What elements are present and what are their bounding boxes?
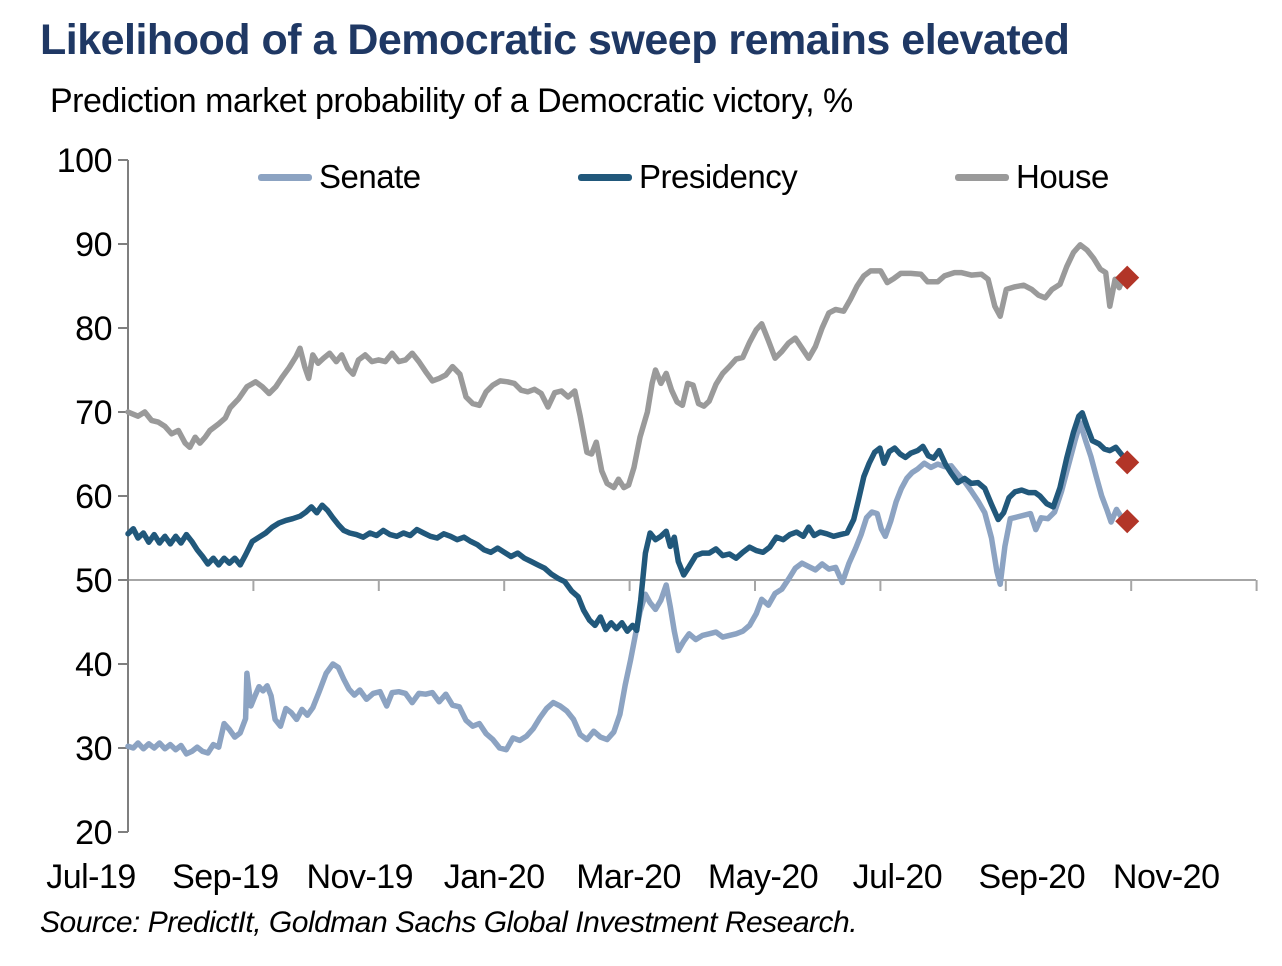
svg-text:40: 40 <box>75 646 112 684</box>
chart-subtitle: Prediction market probability of a Democ… <box>50 82 853 120</box>
endpoint-diamond-house <box>1115 265 1140 290</box>
svg-text:90: 90 <box>75 226 112 264</box>
svg-text:80: 80 <box>75 310 112 348</box>
presidency-line-swatch-icon <box>578 173 632 181</box>
svg-text:50: 50 <box>75 562 112 600</box>
svg-text:Nov-20: Nov-20 <box>1113 858 1220 896</box>
legend-label-presidency: Presidency <box>639 158 798 195</box>
svg-text:Nov-19: Nov-19 <box>306 858 413 896</box>
endpoint-diamond-presidency <box>1115 450 1140 475</box>
house-line-swatch-icon <box>955 173 1009 181</box>
legend-item-senate: Senate <box>258 158 421 196</box>
svg-text:Mar-20: Mar-20 <box>576 858 681 896</box>
endpoint-diamond-senate <box>1115 509 1140 534</box>
svg-text:Sep-19: Sep-19 <box>172 858 279 896</box>
legend-label-senate: Senate <box>319 158 421 195</box>
legend-item-presidency: Presidency <box>578 158 798 196</box>
svg-text:May-20: May-20 <box>708 858 818 896</box>
source-note: Source: PredictIt, Goldman Sachs Global … <box>40 906 858 939</box>
svg-text:Sep-20: Sep-20 <box>978 858 1085 896</box>
svg-text:20: 20 <box>75 814 112 852</box>
senate-line-swatch-icon <box>258 173 312 181</box>
svg-text:100: 100 <box>57 142 112 180</box>
legend-item-house: House <box>955 158 1109 196</box>
svg-text:70: 70 <box>75 394 112 432</box>
svg-text:Jul-19: Jul-19 <box>46 858 136 896</box>
svg-text:30: 30 <box>75 730 112 768</box>
chart-title: Likelihood of a Democratic sweep remains… <box>40 16 1070 64</box>
svg-text:Jul-20: Jul-20 <box>853 858 943 896</box>
legend-label-house: House <box>1016 158 1109 195</box>
svg-text:Jan-20: Jan-20 <box>444 858 545 896</box>
svg-text:60: 60 <box>75 478 112 516</box>
